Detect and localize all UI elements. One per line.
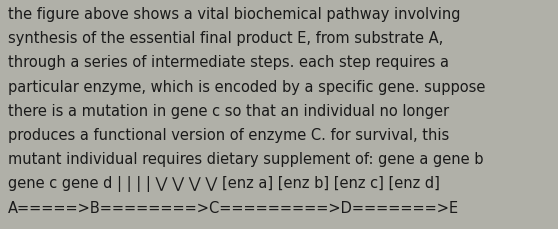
Text: gene c gene d | | | | ⋁ ⋁ ⋁ ⋁ [enz a] [enz b] [enz c] [enz d]: gene c gene d | | | | ⋁ ⋁ ⋁ ⋁ [enz a] [e… (8, 176, 440, 191)
Text: synthesis of the essential final product E, from substrate A,: synthesis of the essential final product… (8, 31, 444, 46)
Text: through a series of intermediate steps. each step requires a: through a series of intermediate steps. … (8, 55, 449, 70)
Text: produces a functional version of enzyme C. for survival, this: produces a functional version of enzyme … (8, 127, 450, 142)
Text: the figure above shows a vital biochemical pathway involving: the figure above shows a vital biochemic… (8, 7, 461, 22)
Text: particular enzyme, which is encoded by a specific gene. suppose: particular enzyme, which is encoded by a… (8, 79, 486, 94)
Text: mutant individual requires dietary supplement of: gene a gene b: mutant individual requires dietary suppl… (8, 152, 484, 166)
Text: there is a mutation in gene c so that an individual no longer: there is a mutation in gene c so that an… (8, 103, 450, 118)
Text: A=====>B========>C=========>D=======>E: A=====>B========>C=========>D=======>E (8, 200, 459, 215)
